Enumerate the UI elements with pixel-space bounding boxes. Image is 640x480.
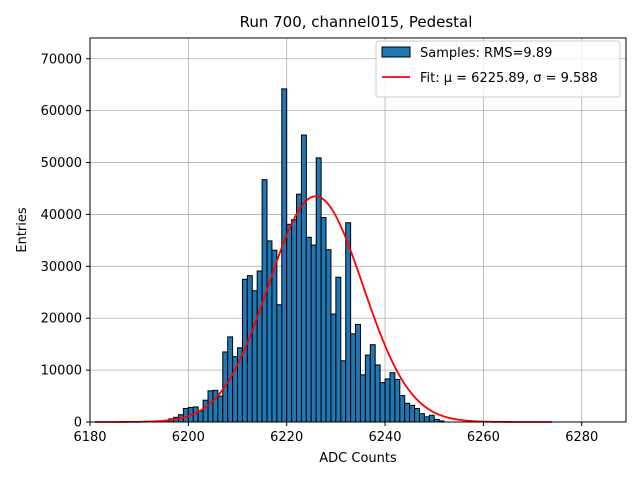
x-tick-label: 6180	[73, 430, 106, 445]
histogram-bar	[369, 344, 376, 423]
legend-label-fit: Fit: μ = 6225.89, σ = 9.588	[420, 71, 598, 86]
histogram-bar	[256, 270, 263, 423]
y-tick-label: 20000	[41, 312, 82, 327]
y-axis-label: Entries	[15, 207, 30, 253]
histogram-bar	[399, 395, 406, 423]
x-axis-label: ADC Counts	[319, 451, 397, 466]
histogram-bar	[320, 217, 327, 423]
histogram-bar	[330, 313, 337, 423]
y-tick-label: 40000	[41, 208, 82, 223]
legend-label-samples: Samples: RMS=9.89	[420, 46, 552, 61]
x-tick-label: 6240	[368, 430, 401, 445]
histogram-bar	[340, 360, 347, 423]
gaussian-fit-line	[94, 195, 553, 423]
histogram-bar	[404, 402, 411, 423]
x-tick-label: 6220	[270, 430, 303, 445]
legend-bar-swatch	[381, 46, 411, 58]
histogram-bar	[286, 223, 293, 423]
y-tick-label: 10000	[41, 364, 82, 379]
histogram-bar	[197, 410, 204, 423]
histogram-bar	[271, 249, 278, 423]
histogram-bar	[414, 408, 420, 423]
histogram-bar	[202, 399, 209, 423]
histogram-bar	[335, 276, 342, 423]
histogram-bar	[418, 413, 425, 423]
histogram-bar	[355, 323, 361, 423]
histogram-bar	[374, 364, 381, 423]
y-tick-label: 30000	[41, 260, 82, 275]
histogram-bar	[291, 219, 298, 423]
histogram-bar	[389, 372, 396, 423]
legend: Samples: RMS=9.89 Fit: μ = 6225.89, σ = …	[375, 40, 621, 98]
histogram-bar	[409, 404, 416, 423]
histogram-bar	[359, 374, 366, 423]
bars-layer	[163, 88, 445, 423]
histogram-bar	[182, 408, 189, 423]
histogram-bar	[212, 389, 219, 423]
histogram-bar	[345, 222, 352, 423]
x-tick-label: 6280	[565, 430, 598, 445]
y-tick-label: 0	[74, 416, 82, 431]
histogram-bar	[217, 395, 224, 423]
histogram-bar	[325, 249, 332, 423]
plot-frame	[89, 37, 627, 423]
histogram-bar	[428, 414, 435, 423]
histogram-bar	[305, 236, 312, 423]
histogram-bar	[379, 382, 386, 423]
histogram-bar	[281, 88, 288, 423]
histogram-bar	[246, 275, 253, 423]
legend-box	[375, 40, 621, 98]
fit-layer	[94, 195, 553, 423]
histogram-bar	[266, 240, 273, 423]
histogram-bar	[423, 416, 430, 423]
histogram-bar	[350, 333, 357, 423]
histogram-bar	[207, 390, 214, 423]
y-tick-label: 60000	[41, 104, 82, 119]
y-tick-label: 50000	[41, 156, 82, 171]
histogram-bar	[300, 134, 307, 423]
histogram-bar	[296, 193, 302, 423]
histogram-bar	[310, 244, 317, 423]
histogram-bar	[251, 290, 258, 423]
x-tick-label: 6200	[172, 430, 205, 445]
histogram-bar	[394, 378, 401, 423]
histogram-bar	[384, 378, 391, 423]
ticks-layer: 6180 6200 6220 6240 6260 6280 0 10000 20000 30000…	[41, 52, 599, 445]
y-tick-label: 70000	[41, 52, 82, 67]
histogram-bar	[364, 354, 371, 423]
x-tick-label: 6260	[467, 430, 500, 445]
chart-title: Run 700, channel015, Pedestal	[240, 13, 473, 31]
histogram-bar	[276, 304, 283, 423]
